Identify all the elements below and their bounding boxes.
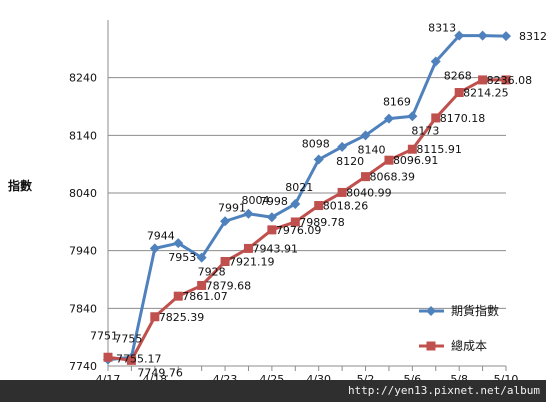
y-tick-label: 7940	[69, 245, 97, 258]
data-label: 8268	[444, 70, 472, 83]
data-label: 7755	[114, 332, 142, 345]
data-label: 8170.18	[440, 112, 486, 125]
data-point	[360, 130, 371, 141]
data-label: 8098	[302, 138, 330, 151]
legend-entry: 總成本	[451, 338, 487, 353]
data-label: 8115.91	[416, 143, 462, 156]
data-point	[220, 257, 230, 267]
data-label: 7953	[168, 251, 196, 264]
data-point	[454, 30, 465, 41]
data-point	[149, 243, 160, 254]
data-point	[243, 243, 253, 253]
y-tick-label: 8040	[69, 187, 97, 200]
data-label: 7825.39	[159, 311, 205, 324]
data-label: 7921.19	[229, 256, 275, 269]
data-label: 7991	[218, 201, 246, 214]
data-point	[407, 111, 418, 122]
data-point	[426, 306, 436, 316]
data-point	[407, 144, 417, 154]
data-label: 8021	[285, 181, 313, 194]
watermark-bar: http://yen13.pixnet.net/album	[0, 380, 546, 402]
data-point	[383, 113, 394, 124]
data-label: 8120	[336, 155, 364, 168]
series-layer	[103, 30, 511, 365]
y-tick-label: 8240	[69, 72, 97, 85]
data-label: 7751	[90, 330, 118, 343]
data-label: 8173	[411, 124, 439, 137]
y-tick-label: 7840	[69, 302, 97, 315]
data-point	[430, 56, 441, 67]
data-point	[337, 187, 347, 197]
data-label: 7998	[260, 195, 288, 208]
data-point	[501, 31, 511, 42]
data-point	[126, 355, 136, 365]
watermark-text: http://yen13.pixnet.net/album	[347, 384, 540, 397]
data-point	[220, 216, 231, 227]
legend-entry: 期貨指數	[451, 303, 499, 318]
data-label: 8068.39	[370, 171, 416, 184]
data-label: 7976.09	[276, 224, 322, 237]
data-point	[266, 212, 277, 223]
data-point	[243, 208, 254, 219]
data-label: 7879.68	[206, 279, 252, 292]
y-tick-label: 7740	[69, 360, 97, 373]
data-label: 7928	[198, 266, 226, 279]
data-label: 8169	[383, 96, 411, 109]
data-label: 7755.17	[116, 352, 162, 365]
data-label: 7944	[147, 229, 175, 242]
data-point	[431, 113, 441, 123]
y-axis-title: 指數	[8, 178, 32, 193]
data-point	[501, 75, 511, 85]
data-point	[478, 75, 488, 85]
data-point	[197, 280, 207, 290]
data-point	[290, 198, 301, 209]
data-label: 8040.99	[346, 186, 392, 199]
data-point	[337, 141, 348, 152]
data-label: 7861.07	[182, 290, 228, 303]
data-label: 8096.91	[393, 154, 439, 167]
data-point	[313, 154, 324, 165]
data-label: 8312	[519, 30, 546, 43]
data-point	[361, 172, 371, 182]
data-point	[173, 291, 183, 301]
data-point	[290, 217, 300, 227]
data-point	[173, 238, 184, 249]
data-point	[426, 341, 436, 351]
data-point	[196, 252, 207, 263]
data-label: 8018.26	[323, 200, 369, 213]
data-label: 8313	[428, 22, 456, 35]
data-label: 7749.76	[137, 366, 183, 379]
data-label: 7989.78	[299, 216, 345, 229]
data-point	[314, 201, 324, 211]
data-label: 7943.91	[252, 242, 298, 255]
y-tick-label: 8140	[69, 129, 97, 142]
data-point	[384, 155, 394, 165]
data-label: 8004	[241, 194, 269, 207]
data-point	[267, 225, 277, 235]
grid-layer	[108, 77, 506, 309]
data-label: 8140	[358, 143, 386, 156]
data-point	[454, 88, 464, 98]
data-point	[477, 30, 488, 41]
data-label: 8236.08	[487, 74, 533, 87]
data-label: 8214.25	[463, 87, 509, 100]
data-point	[103, 352, 113, 362]
data-point	[150, 312, 160, 322]
